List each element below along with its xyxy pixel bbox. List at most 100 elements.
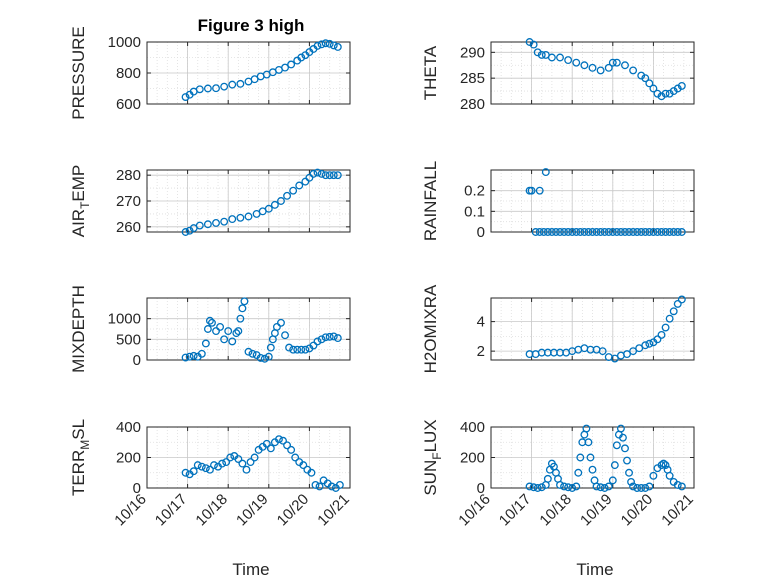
data-point xyxy=(543,228,552,236)
y-axis-label: H2OMIXRA xyxy=(421,284,440,373)
data-point xyxy=(645,228,654,236)
y-tick-label: 1000 xyxy=(108,34,141,51)
data-point xyxy=(333,334,342,343)
data-point xyxy=(262,439,271,448)
x-axis-label-right: Time xyxy=(576,560,613,579)
data-point xyxy=(604,228,613,236)
data-point xyxy=(625,228,633,236)
data-point xyxy=(637,484,646,492)
data-point xyxy=(287,445,296,454)
data-point xyxy=(277,318,285,327)
data-point xyxy=(653,89,662,98)
data-point xyxy=(604,482,613,491)
data-point xyxy=(244,212,253,221)
data-point xyxy=(218,459,227,468)
y-tick-label: 600 xyxy=(116,96,141,113)
data-point xyxy=(232,329,241,338)
data-point xyxy=(645,482,654,491)
y-axis-label-main: PRESSURE xyxy=(69,26,88,120)
data-point xyxy=(228,80,237,89)
y-tick-label: 0.2 xyxy=(464,183,485,200)
data-point xyxy=(181,93,190,101)
data-point xyxy=(272,322,281,331)
y-axis-label-main: THETA xyxy=(421,45,440,100)
data-point xyxy=(205,316,214,325)
data-point xyxy=(657,461,666,470)
data-point xyxy=(181,468,190,477)
data-point xyxy=(189,351,198,360)
data-point xyxy=(270,200,279,209)
data-point xyxy=(641,484,650,492)
data-point xyxy=(195,85,204,94)
data-point xyxy=(623,456,631,465)
y-tick-label: 2 xyxy=(477,343,485,360)
data-point xyxy=(673,481,682,489)
data-point xyxy=(629,482,638,491)
data-point xyxy=(234,327,243,336)
data-point xyxy=(592,482,601,491)
data-point xyxy=(649,228,658,236)
data-point xyxy=(525,38,534,46)
data-point xyxy=(661,89,670,98)
data-point xyxy=(309,169,318,178)
y-tick-label: 400 xyxy=(116,419,141,436)
data-point xyxy=(616,228,625,236)
data-point xyxy=(649,84,658,93)
data-point xyxy=(195,221,204,230)
data-point xyxy=(543,474,552,483)
subplot-2: 280 285 290 THETA xyxy=(421,38,695,113)
data-point xyxy=(580,228,589,236)
subplot-4: 0 0.1 0.2 RAINFALL xyxy=(421,161,695,241)
data-point xyxy=(616,424,625,433)
axes-box xyxy=(490,297,695,361)
data-point xyxy=(657,92,666,101)
data-point xyxy=(633,228,642,236)
data-point xyxy=(661,461,670,470)
data-point xyxy=(333,171,342,180)
data-point xyxy=(236,213,245,222)
data-point xyxy=(637,228,646,236)
data-point xyxy=(637,71,646,80)
data-point xyxy=(321,39,330,48)
y-tick-label: 800 xyxy=(116,65,141,82)
subplot-6: 2 4 H2OMIXRA xyxy=(421,284,695,373)
data-point xyxy=(535,186,544,195)
data-point xyxy=(317,40,326,49)
y-tick-label: 260 xyxy=(116,219,141,236)
data-point xyxy=(210,461,218,470)
data-point xyxy=(623,350,631,359)
data-point xyxy=(612,58,621,67)
data-point xyxy=(307,468,316,477)
data-point xyxy=(281,63,289,72)
data-point xyxy=(537,483,546,492)
data-point xyxy=(311,481,320,489)
data-point xyxy=(236,314,245,323)
data-point xyxy=(529,40,538,49)
data-point xyxy=(242,465,251,474)
data-point xyxy=(205,465,214,474)
data-point xyxy=(641,228,650,236)
subplot-3: 260 270 280 AIRTEMP xyxy=(69,165,351,237)
data-point xyxy=(572,228,581,236)
data-point xyxy=(238,304,247,313)
axes-box xyxy=(490,41,695,105)
y-tick-label: 200 xyxy=(116,450,141,467)
data-point xyxy=(313,41,322,50)
data-point xyxy=(201,464,210,473)
data-point xyxy=(659,459,668,468)
data-point xyxy=(645,339,654,348)
y-tick-label: 285 xyxy=(460,70,485,87)
data-point xyxy=(220,82,229,91)
data-point xyxy=(216,322,225,331)
data-point xyxy=(281,331,289,340)
data-point xyxy=(266,444,275,453)
y-axis-label: TERRMSL xyxy=(69,419,92,496)
y-axis-label-main: H2OMIXRA xyxy=(421,284,440,373)
data-point xyxy=(588,63,597,72)
data-point xyxy=(325,39,334,48)
data-point xyxy=(556,481,564,489)
data-point xyxy=(240,297,249,306)
data-point xyxy=(277,197,285,205)
axes-box xyxy=(146,297,351,361)
data-point xyxy=(645,79,654,88)
